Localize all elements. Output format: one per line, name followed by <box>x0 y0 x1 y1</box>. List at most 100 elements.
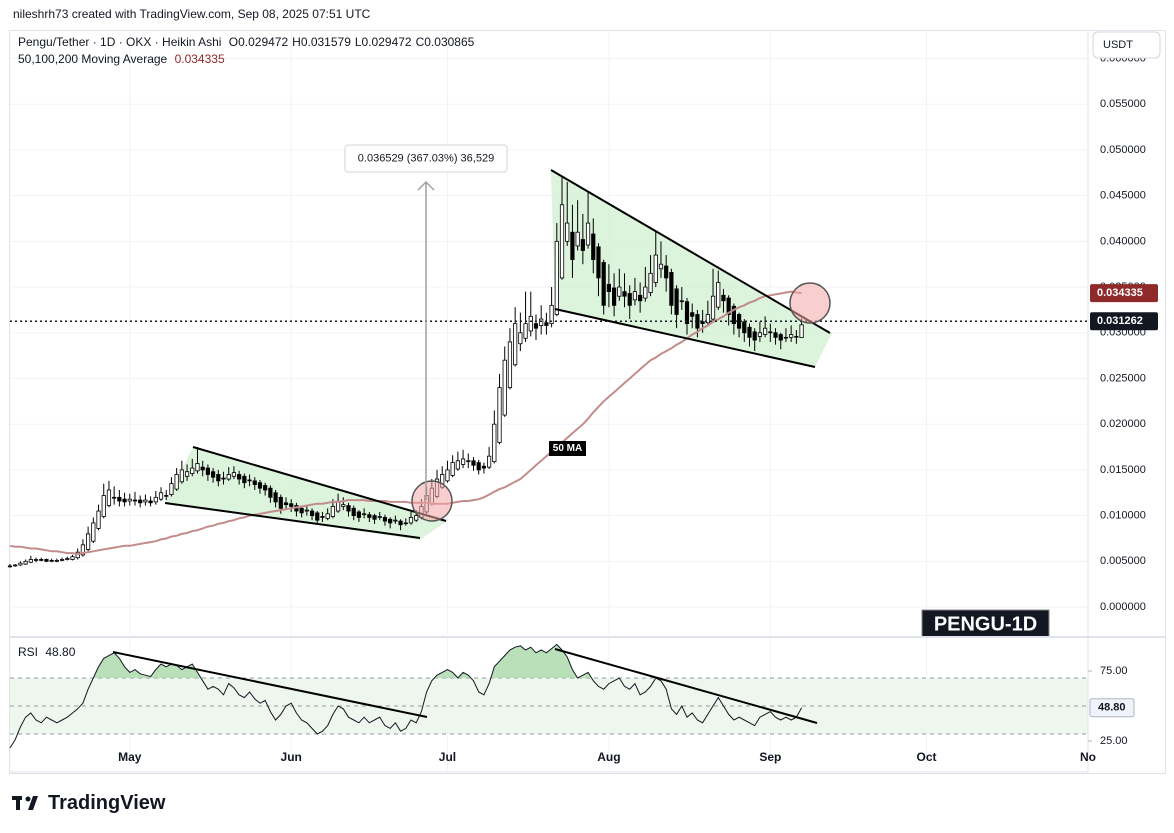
rsi-name: RSI <box>18 645 39 659</box>
candle-body <box>367 514 372 518</box>
candle-body <box>356 511 362 518</box>
candle-body <box>54 560 59 562</box>
candle-body <box>148 500 153 504</box>
credit: nileshrh73 created with TradingView.com,… <box>13 7 371 21</box>
rsi-tick-label: 25.00 <box>1100 735 1128 747</box>
candle-body <box>544 322 549 326</box>
candle-body <box>596 246 601 279</box>
candle-body <box>28 559 33 563</box>
candle-body <box>627 293 632 306</box>
currency-button-box[interactable] <box>1092 31 1161 59</box>
candle-body <box>112 496 117 499</box>
rsi-value-label: 48.80 <box>1098 702 1126 714</box>
candle-body <box>158 492 164 500</box>
candle-body <box>231 472 237 477</box>
logo: TradingView <box>12 792 166 814</box>
candle-body <box>362 513 367 516</box>
candle-body <box>575 231 580 247</box>
candle-body <box>86 533 91 550</box>
x-tick-label: Oct <box>917 750 937 764</box>
candle-body <box>169 483 174 495</box>
candle-body <box>23 560 28 565</box>
candle-body <box>237 474 242 480</box>
candle-body <box>481 465 487 469</box>
candle-body <box>388 518 393 524</box>
candle-body <box>768 331 773 334</box>
candle-body <box>653 254 658 283</box>
candle-body <box>632 291 638 301</box>
candle-body <box>164 495 169 497</box>
currency-button[interactable]: USDT <box>1092 31 1161 59</box>
candle-body <box>127 498 132 502</box>
candle-body <box>617 286 622 297</box>
candle-body <box>132 499 138 502</box>
candle-body <box>18 562 23 566</box>
candle-body <box>752 331 757 341</box>
moving-average <box>9 290 802 556</box>
candle-body <box>96 510 101 529</box>
candle-body <box>669 272 674 306</box>
candle-body <box>80 544 86 556</box>
currency-label[interactable]: USDT <box>1103 39 1133 51</box>
candle-body <box>778 334 783 341</box>
candle-body <box>179 469 184 483</box>
candle-body <box>252 480 257 485</box>
candle-body <box>49 560 54 562</box>
candle-body <box>263 485 268 491</box>
candle-body <box>268 487 273 498</box>
candle-body <box>580 239 585 251</box>
candle-body <box>226 474 231 480</box>
ma-name: 50,100,200 Moving Average <box>18 52 168 66</box>
wedge-fill <box>165 447 448 540</box>
candle-body <box>497 387 502 443</box>
x-tick-label: No <box>1080 750 1096 764</box>
candle-body <box>763 327 768 335</box>
y-tick-label: 0.010000 <box>1100 510 1146 522</box>
candle-body <box>200 466 205 471</box>
candle-body <box>70 556 75 560</box>
candle-body <box>403 522 408 525</box>
candle-body <box>705 314 710 324</box>
candle-body <box>622 291 627 297</box>
candle-body <box>7 565 13 568</box>
candle-body <box>138 499 143 504</box>
logo-icon <box>28 796 38 810</box>
candle-body <box>273 492 278 503</box>
symbol-title: Pengu/Tether · 1D · OKX · Heikin Ashi <box>18 35 222 49</box>
candle-body <box>309 510 315 517</box>
candle-body <box>153 496 158 503</box>
candle-body <box>460 458 466 465</box>
candle-body <box>513 323 518 366</box>
logo-text: TradingView <box>48 792 166 814</box>
candle-body <box>710 295 716 320</box>
candle-body <box>190 467 195 474</box>
candle-body <box>13 564 18 567</box>
candle-body <box>91 522 96 542</box>
candle-body <box>398 520 403 526</box>
candle-body <box>247 479 252 482</box>
legend-ma: 50,100,200 Moving Average 0.034335 <box>18 52 229 66</box>
last-price-label: 0.031262 <box>1097 315 1143 327</box>
candle-body <box>533 323 539 329</box>
candle-body <box>539 318 544 326</box>
candle-body <box>789 334 794 338</box>
candle-body <box>320 516 325 518</box>
y-tick-label: 0.050000 <box>1100 144 1146 156</box>
ohlc: H0.031579 <box>292 35 351 49</box>
trendline <box>554 308 816 368</box>
candle-body <box>33 559 39 561</box>
y-tick-label: 0.040000 <box>1100 235 1146 247</box>
trendline <box>192 446 447 522</box>
candle-body <box>794 336 799 338</box>
x-tick-label: May <box>118 750 142 764</box>
candle-body <box>372 515 377 520</box>
highlight-circle <box>411 480 453 522</box>
candle-body <box>330 506 335 517</box>
candle-body <box>690 312 695 317</box>
candle-body <box>700 321 705 325</box>
wedge-fill <box>551 170 832 367</box>
candle-body <box>184 471 190 477</box>
candle-body <box>257 482 263 489</box>
candle-body <box>591 233 596 261</box>
